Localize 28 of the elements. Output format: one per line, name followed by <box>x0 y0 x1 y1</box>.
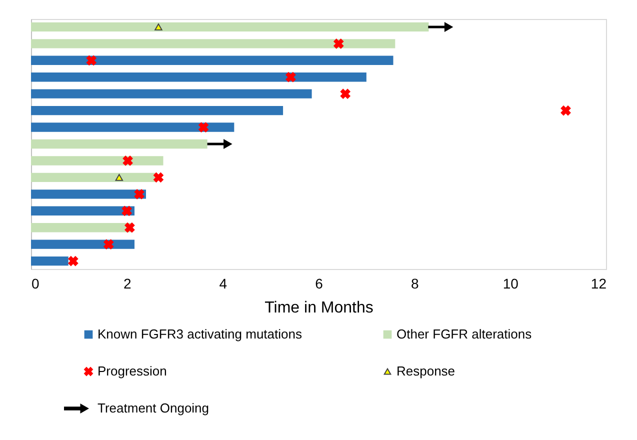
point <box>115 174 124 181</box>
legend-label: Known FGFR3 activating mutations <box>98 326 302 342</box>
x-axis-title: Time in Months <box>264 300 374 316</box>
x-tick-label: 10 <box>502 276 519 292</box>
point <box>333 38 344 49</box>
point <box>122 156 133 166</box>
legend-label: Other FGFR alterations <box>396 326 532 342</box>
point <box>198 122 209 132</box>
x-tick-label: 6 <box>315 276 324 292</box>
point <box>153 172 164 183</box>
x-tick-label: 4 <box>219 276 228 292</box>
point <box>124 222 135 233</box>
x-tick-label: 8 <box>410 276 419 292</box>
x-tick-label: 0 <box>32 276 40 292</box>
x-tick-label: 2 <box>123 276 132 292</box>
legend-label: Treatment Ongoing <box>98 400 210 416</box>
x-tick-label: 12 <box>590 276 607 292</box>
point <box>560 105 571 116</box>
point <box>286 72 296 82</box>
point <box>134 188 144 200</box>
point <box>122 206 132 216</box>
point <box>86 55 97 66</box>
legend-label: Response <box>396 364 456 378</box>
point <box>103 239 114 250</box>
point <box>154 24 162 30</box>
point <box>68 256 78 266</box>
legend-label: Progression <box>98 364 167 378</box>
point <box>340 88 351 100</box>
